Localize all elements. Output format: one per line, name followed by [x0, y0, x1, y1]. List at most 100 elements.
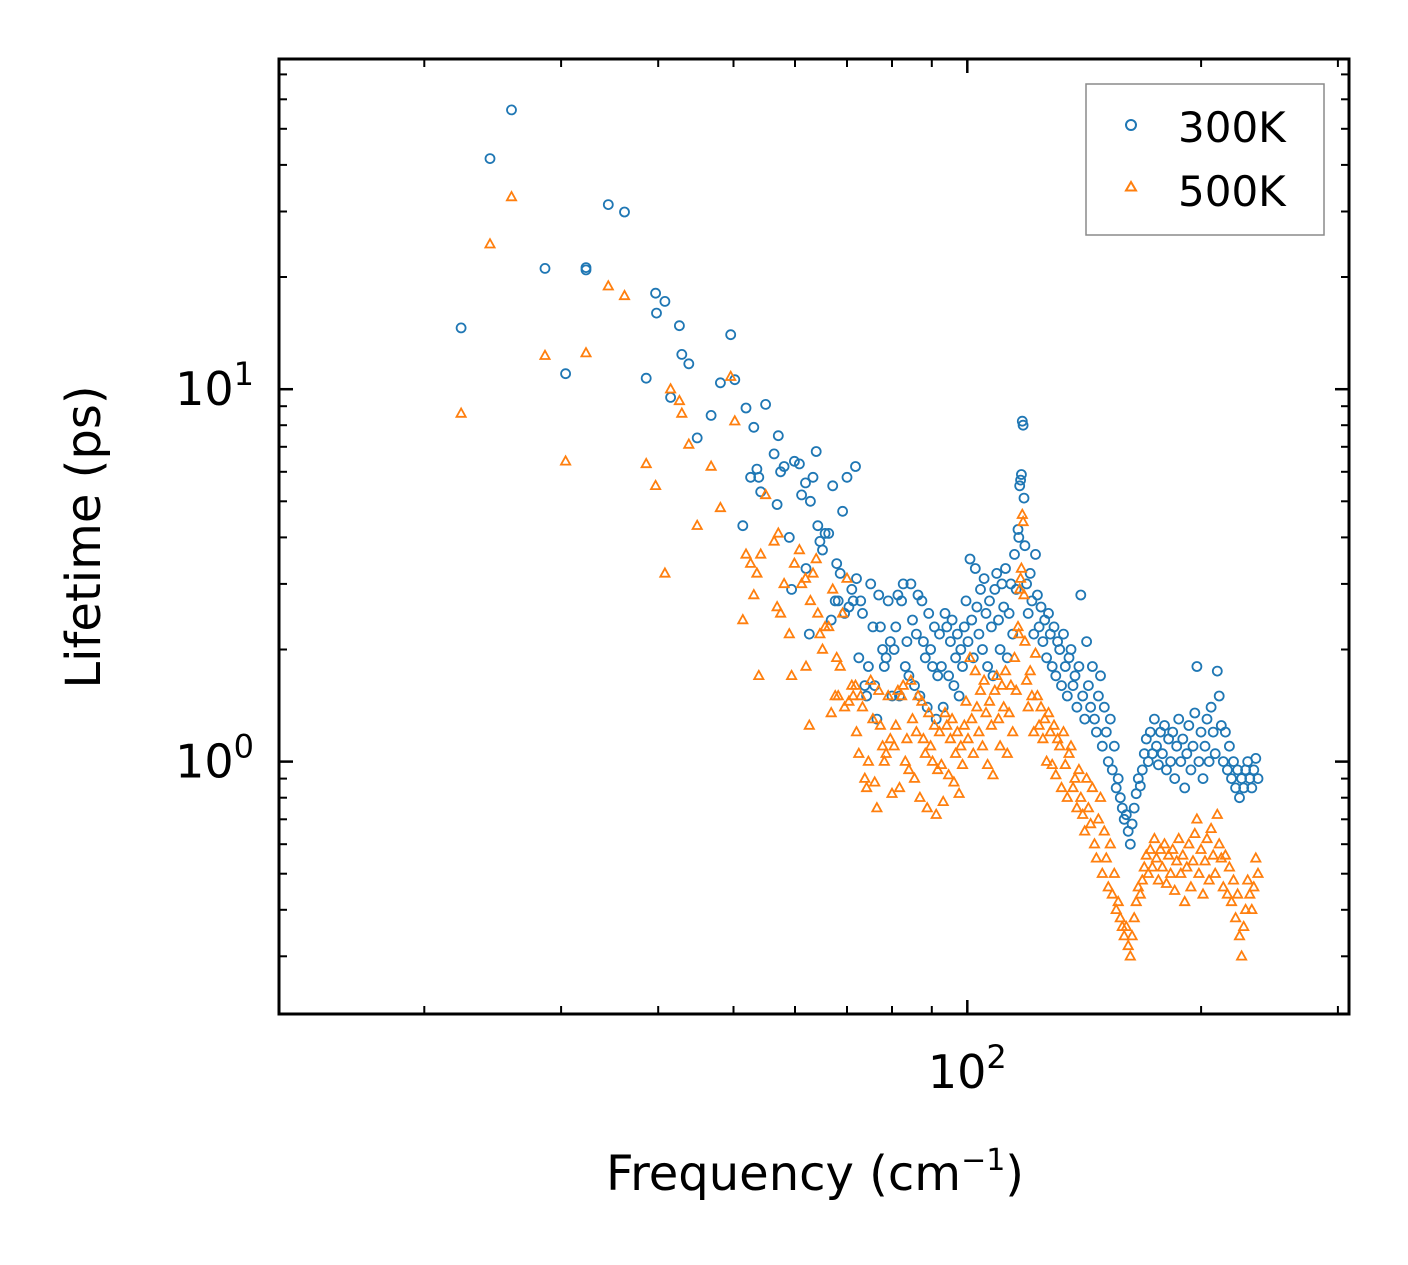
data-point-500k [664, 382, 677, 394]
data-point-500k [887, 739, 901, 751]
legend: 300K 500K [1085, 83, 1325, 236]
data-point-300k [1033, 621, 1045, 633]
data-point-300k [783, 532, 795, 543]
data-point-500k [868, 775, 881, 787]
data-point-300k [1250, 753, 1262, 764]
legend-marker-500k [1124, 180, 1138, 192]
data-point-300k [896, 595, 907, 607]
data-point-500k [1213, 837, 1226, 849]
data-point-500k [826, 582, 839, 594]
data-point-300k [823, 528, 835, 539]
data-point-500k [945, 712, 959, 724]
data-point-500k [1158, 837, 1171, 849]
data-point-500k [785, 668, 798, 680]
data-point-300k [659, 295, 671, 307]
data-point-500k [895, 689, 908, 701]
data-point-300k [958, 621, 970, 633]
data-point-500k [505, 190, 518, 202]
data-point-300k [1201, 713, 1213, 725]
data-point-300k [819, 528, 831, 539]
data-point-500k [658, 566, 672, 578]
data-point-500k [940, 718, 953, 730]
data-point-500k [1130, 895, 1143, 907]
data-point-500k [813, 627, 827, 639]
data-point-300k [506, 104, 517, 116]
data-point-300k [867, 621, 879, 633]
data-point-300k [1065, 644, 1077, 655]
data-point-300k [817, 544, 828, 556]
data-point-500k [866, 712, 880, 724]
data-point-500k [850, 725, 863, 737]
data-point-300k [850, 461, 861, 472]
data-point-300k [837, 505, 848, 517]
data-point-300k [1071, 701, 1083, 713]
data-point-300k [1128, 802, 1140, 814]
data-point-500k [915, 694, 929, 706]
data-point-500k [1239, 902, 1252, 914]
data-point-500k [860, 781, 873, 793]
data-point-300k [1003, 608, 1015, 619]
data-point-500k [930, 807, 943, 819]
data-point-500k [933, 725, 946, 737]
data-point-500k [904, 673, 918, 685]
data-point-500k [1078, 824, 1091, 836]
data-point-300k [873, 589, 885, 601]
data-point-300k [923, 608, 935, 619]
data-point-300k [1173, 713, 1185, 725]
data-point-300k [1183, 720, 1195, 731]
data-point-500k [1008, 650, 1021, 662]
data-point-300k [794, 458, 805, 470]
data-point-500k [889, 718, 902, 730]
data-point-300k [984, 595, 995, 607]
data-point-300k [1151, 740, 1162, 752]
data-point-300k [812, 520, 824, 532]
data-point-500k [1144, 842, 1157, 854]
data-point-300k [1169, 773, 1181, 784]
data-point-500k [1176, 848, 1189, 860]
data-point-500k [1120, 919, 1133, 931]
series-500k [454, 190, 1265, 961]
data-point-500k [878, 754, 891, 766]
data-point-500k [1092, 812, 1105, 824]
data-point-500k [1002, 706, 1016, 718]
data-point-300k [993, 614, 1004, 626]
data-point-300k [1091, 726, 1102, 738]
data-point-300k [831, 558, 843, 569]
plot-frame [277, 57, 1351, 1016]
data-point-300k [1114, 792, 1126, 804]
legend-box [1085, 83, 1325, 236]
data-point-500k [1223, 860, 1236, 872]
data-point-500k [1180, 860, 1193, 872]
data-point-500k [1059, 757, 1072, 769]
data-point-300k [650, 287, 661, 299]
data-point-500k [1188, 826, 1201, 838]
data-point-300k [539, 262, 551, 274]
data-point-500k [1182, 837, 1195, 849]
data-point-300k [1018, 492, 1030, 504]
data-point-500k [926, 754, 939, 766]
data-point-300k [1069, 670, 1081, 682]
data-point-300k [705, 409, 717, 421]
data-point-300k [1195, 726, 1207, 738]
data-point-500k [1154, 842, 1167, 854]
y-tick-labels: 100 101 [175, 355, 254, 788]
data-point-500k [944, 732, 957, 744]
data-point-500k [1200, 832, 1214, 844]
data-point-300k [1046, 661, 1058, 672]
data-point-300k [1096, 740, 1108, 752]
data-point-500k [825, 706, 838, 718]
data-point-300k [948, 680, 960, 691]
data-point-500k [1082, 801, 1095, 813]
data-point-500k [921, 801, 934, 813]
data-point-500k [1148, 832, 1161, 844]
data-point-300k [943, 670, 954, 682]
data-point-500k [1031, 689, 1044, 701]
data-point-500k [1231, 887, 1244, 899]
data-point-500k [1110, 902, 1123, 914]
data-point-500k [854, 689, 867, 701]
data-point-300k [932, 670, 944, 682]
data-point-300k [796, 489, 807, 501]
data-point-300k [825, 614, 837, 626]
data-point-500k [1068, 771, 1082, 783]
data-point-300k [945, 636, 956, 647]
